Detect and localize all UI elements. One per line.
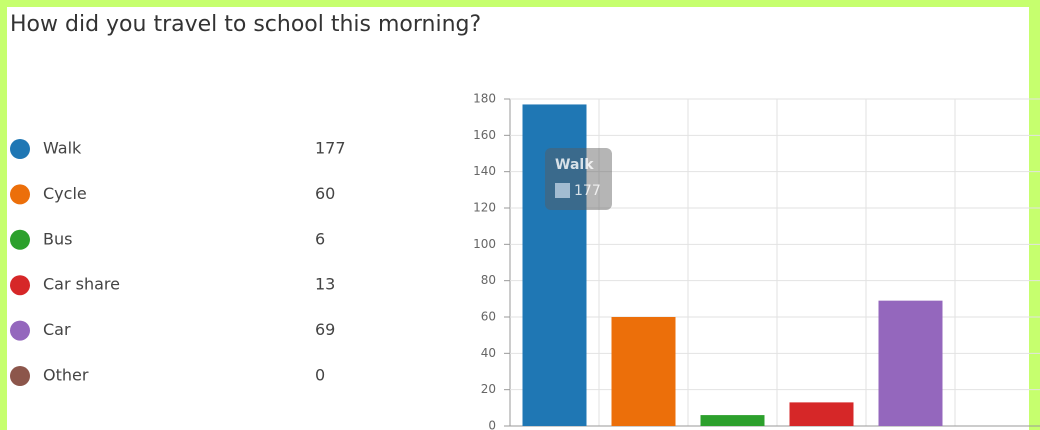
- y-tick-label: 0: [488, 419, 496, 430]
- y-tick-label: 80: [481, 273, 496, 287]
- y-tick-label: 20: [481, 382, 496, 396]
- legend-value: 60: [315, 184, 335, 203]
- legend-label: Car: [43, 320, 71, 339]
- tooltip: Walk 177: [545, 148, 612, 210]
- legend-dot: [10, 184, 30, 205]
- legend-label: Other: [43, 366, 89, 385]
- legend-label: Walk: [43, 139, 82, 158]
- legend-value: 177: [315, 139, 346, 158]
- legend-value: 13: [315, 275, 335, 294]
- tooltip-title: Walk: [555, 157, 594, 173]
- bar: [522, 104, 587, 426]
- tooltip-swatch: [555, 183, 570, 198]
- legend-dot: [10, 366, 30, 386]
- y-tick-label: 180: [473, 92, 496, 106]
- legend-dot: [10, 229, 30, 250]
- legend-label: Bus: [43, 229, 72, 248]
- tooltip-value: 177: [574, 183, 601, 199]
- legend-value: 69: [315, 320, 335, 339]
- y-tick-label: 140: [473, 164, 496, 178]
- legend-dot: [10, 320, 30, 341]
- y-tick-label: 100: [473, 237, 496, 251]
- y-tick-label: 40: [481, 346, 496, 360]
- bar: [878, 300, 943, 426]
- legend-label: Cycle: [43, 184, 87, 203]
- legend-value: 6: [315, 229, 325, 248]
- bar: [789, 402, 854, 426]
- legend-dot: [10, 275, 30, 296]
- poll-question: How did you travel to school this mornin…: [10, 12, 481, 37]
- bar: [700, 415, 765, 426]
- legend-dot: [10, 139, 30, 159]
- legend-label: Car share: [43, 275, 120, 294]
- y-tick-label: 60: [481, 310, 496, 324]
- y-tick-label: 160: [473, 128, 496, 142]
- panel: [7, 7, 1029, 430]
- legend-value: 0: [315, 366, 325, 385]
- y-tick-label: 120: [473, 201, 496, 215]
- bar: [611, 317, 676, 426]
